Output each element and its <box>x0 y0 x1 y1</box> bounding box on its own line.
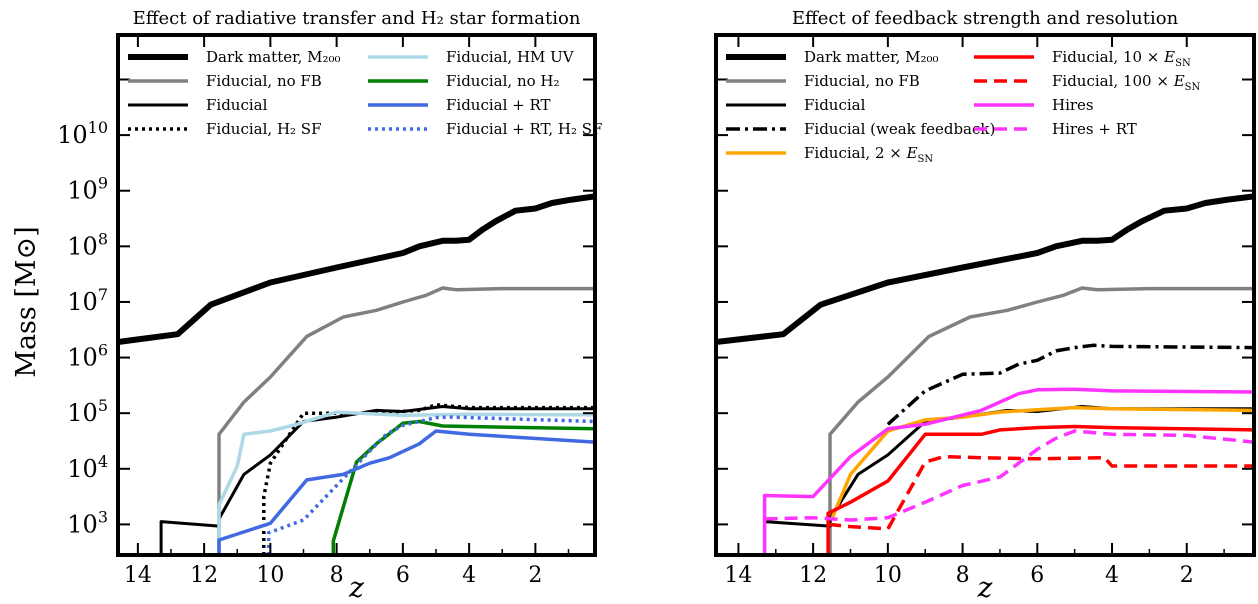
y-tick-label: 109 <box>67 174 108 205</box>
legend-label: Fiducial, 100 × ESN <box>1052 72 1200 93</box>
series-line-0 <box>118 193 595 345</box>
panel-right: Effect of feedback strength and resoluti… <box>714 8 1256 604</box>
legend-label: Fiducial, HM UV <box>446 48 575 66</box>
series-line-3 <box>262 403 595 555</box>
y-tick-label: 108 <box>67 229 108 260</box>
series-line-6 <box>827 454 1254 531</box>
series-line-7 <box>762 387 1254 555</box>
y-tick-label: 104 <box>67 452 108 483</box>
legend-label: Dark matter, M₂₀₀ <box>206 48 341 66</box>
x-tick-label: 4 <box>1105 563 1119 588</box>
chart-title: Effect of radiative transfer and H₂ star… <box>133 8 581 29</box>
x-tick-label: 2 <box>528 563 542 588</box>
panel-left: Effect of radiative transfer and H₂ star… <box>57 8 602 604</box>
y-axis-label: Mass [M⊙] <box>11 226 42 377</box>
series-line-5 <box>331 419 595 555</box>
x-tick-label: 4 <box>462 563 476 588</box>
series-line-6 <box>217 429 595 555</box>
x-tick-label: 8 <box>956 563 970 588</box>
series-line-3 <box>886 343 1254 426</box>
legend-label: Fiducial, 2 × ESN <box>804 144 933 165</box>
series-line-1 <box>828 286 1254 555</box>
y-tick-label: 103 <box>67 507 108 538</box>
plot-frame <box>714 33 1256 557</box>
x-tick-label: 12 <box>190 563 218 588</box>
x-axis-label: z <box>977 571 993 604</box>
x-axis-label: z <box>348 571 364 604</box>
x-tick-label: 8 <box>330 563 344 588</box>
plot-frame <box>116 33 597 557</box>
series-group <box>118 193 595 555</box>
x-tick-label: 14 <box>724 563 752 588</box>
x-tick-label: 14 <box>124 563 152 588</box>
series-line-1 <box>217 286 595 555</box>
legend-label: Fiducial, 10 × ESN <box>1052 48 1191 69</box>
y-tick-label: 107 <box>67 285 108 316</box>
y-tick-label: 106 <box>67 341 108 372</box>
legend-label: Fiducial, no FB <box>804 72 920 90</box>
legend-label: Fiducial (weak feedback) <box>804 120 995 138</box>
legend-label: Dark matter, M₂₀₀ <box>804 48 939 66</box>
legend-label: Fiducial <box>804 96 866 114</box>
series-line-7 <box>266 415 595 555</box>
x-tick-label: 6 <box>1030 563 1044 588</box>
legend-label: Fiducial <box>206 96 268 114</box>
legend-label: Fiducial, H₂ SF <box>206 120 322 138</box>
x-tick-label: 6 <box>396 563 410 588</box>
legend-label: Hires <box>1052 96 1094 114</box>
y-tick-label: 1010 <box>57 118 108 149</box>
legend-label: Hires + RT <box>1052 120 1137 138</box>
series-line-0 <box>716 193 1254 345</box>
x-tick-label: 12 <box>799 563 827 588</box>
series-line-8 <box>764 429 1254 522</box>
series-line-4 <box>217 410 595 555</box>
series-line-4 <box>830 405 1254 520</box>
chart-title: Effect of feedback strength and resoluti… <box>792 8 1179 29</box>
legend-label: Fiducial, no H₂ <box>446 72 560 90</box>
x-tick-label: 10 <box>874 563 902 588</box>
series-line-5 <box>826 424 1254 555</box>
y-tick-label: 105 <box>67 396 108 427</box>
legend-label: Fiducial + RT <box>446 96 551 114</box>
legend-label: Fiducial, no FB <box>206 72 322 90</box>
x-tick-label: 2 <box>1180 563 1194 588</box>
series-group <box>716 193 1254 555</box>
x-tick-label: 10 <box>256 563 284 588</box>
legend-label: Fiducial + RT, H₂ SF <box>446 120 602 138</box>
